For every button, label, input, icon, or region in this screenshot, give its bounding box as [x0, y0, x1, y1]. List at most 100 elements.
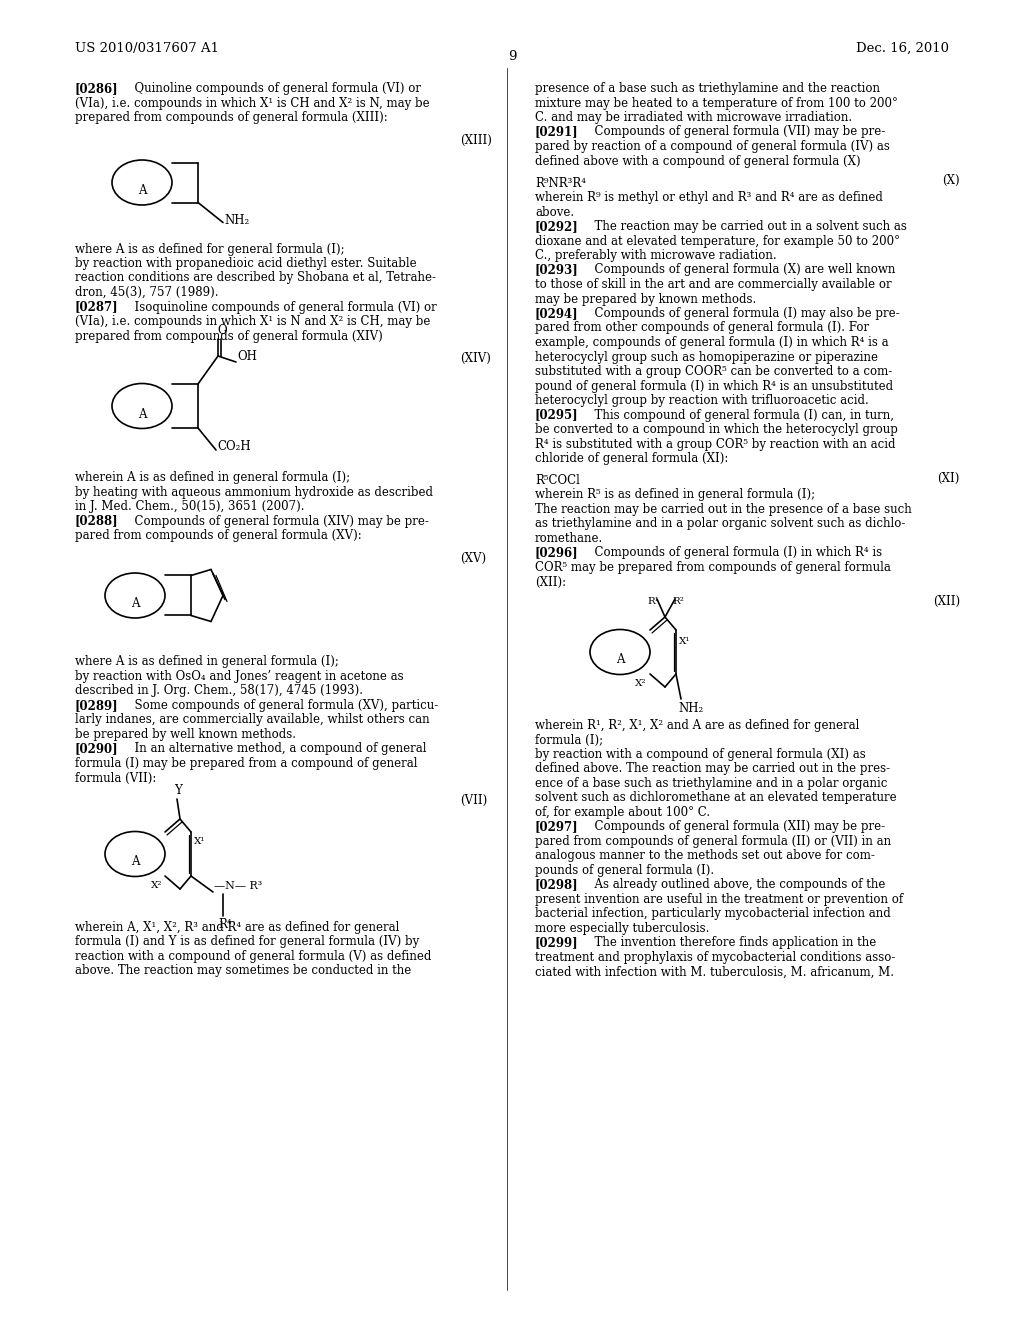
- Text: Compounds of general formula (I) in which R⁴ is: Compounds of general formula (I) in whic…: [587, 546, 882, 560]
- Text: (XI): (XI): [938, 471, 961, 484]
- Text: reaction conditions are described by Shobana et al, Tetrahe-: reaction conditions are described by Sho…: [75, 272, 436, 285]
- Text: dron, 45(3), 757 (1989).: dron, 45(3), 757 (1989).: [75, 286, 218, 300]
- Text: be converted to a compound in which the heterocyclyl group: be converted to a compound in which the …: [535, 422, 898, 436]
- Text: analogous manner to the methods set out above for com-: analogous manner to the methods set out …: [535, 850, 874, 862]
- Text: wherein R⁹ is methyl or ethyl and R³ and R⁴ are as defined: wherein R⁹ is methyl or ethyl and R³ and…: [535, 191, 883, 205]
- Text: [0291]: [0291]: [535, 125, 579, 139]
- Text: COR⁵ may be prepared from compounds of general formula: COR⁵ may be prepared from compounds of g…: [535, 561, 891, 574]
- Text: NH₂: NH₂: [224, 214, 249, 227]
- Text: dioxane and at elevated temperature, for example 50 to 200°: dioxane and at elevated temperature, for…: [535, 235, 900, 248]
- Text: R⁴: R⁴: [218, 917, 231, 931]
- Text: may be prepared by known methods.: may be prepared by known methods.: [535, 293, 757, 305]
- Text: above. The reaction may sometimes be conducted in the: above. The reaction may sometimes be con…: [75, 965, 412, 978]
- Text: by heating with aqueous ammonium hydroxide as described: by heating with aqueous ammonium hydroxi…: [75, 486, 433, 499]
- Text: As already outlined above, the compounds of the: As already outlined above, the compounds…: [587, 879, 886, 891]
- Text: [0298]: [0298]: [535, 879, 579, 891]
- Text: bacterial infection, particularly mycobacterial infection and: bacterial infection, particularly mycoba…: [535, 907, 891, 920]
- Text: A: A: [131, 597, 139, 610]
- Text: where A is as defined for general formula (I);: where A is as defined for general formul…: [75, 243, 345, 256]
- Text: in J. Med. Chem., 50(15), 3651 (2007).: in J. Med. Chem., 50(15), 3651 (2007).: [75, 500, 304, 513]
- Text: ciated with infection with M. tuberculosis, M. africanum, M.: ciated with infection with M. tuberculos…: [535, 965, 894, 978]
- Text: Compounds of general formula (X) are well known: Compounds of general formula (X) are wel…: [587, 264, 895, 276]
- Text: presence of a base such as triethylamine and the reaction: presence of a base such as triethylamine…: [535, 82, 880, 95]
- Text: by reaction with a compound of general formula (XI) as: by reaction with a compound of general f…: [535, 748, 865, 762]
- Text: [0287]: [0287]: [75, 301, 119, 314]
- Text: This compound of general formula (I) can, in turn,: This compound of general formula (I) can…: [587, 408, 894, 421]
- Text: prepared from compounds of general formula (XIII):: prepared from compounds of general formu…: [75, 111, 388, 124]
- Text: (VIa), i.e. compounds in which X¹ is CH and X² is N, may be: (VIa), i.e. compounds in which X¹ is CH …: [75, 96, 430, 110]
- Text: treatment and prophylaxis of mycobacterial conditions asso-: treatment and prophylaxis of mycobacteri…: [535, 950, 895, 964]
- Text: [0292]: [0292]: [535, 220, 579, 234]
- Text: [0293]: [0293]: [535, 264, 579, 276]
- Text: heterocyclyl group by reaction with trifluoroacetic acid.: heterocyclyl group by reaction with trif…: [535, 393, 868, 407]
- Text: substituted with a group COOR⁵ can be converted to a com-: substituted with a group COOR⁵ can be co…: [535, 366, 892, 378]
- Text: [0288]: [0288]: [75, 515, 119, 528]
- Text: ence of a base such as triethylamine and in a polar organic: ence of a base such as triethylamine and…: [535, 777, 888, 789]
- Text: Isoquinoline compounds of general formula (VI) or: Isoquinoline compounds of general formul…: [127, 301, 437, 314]
- Text: Compounds of general formula (XIV) may be pre-: Compounds of general formula (XIV) may b…: [127, 515, 429, 528]
- Text: OH: OH: [237, 350, 257, 363]
- Text: formula (I) and Y is as defined for general formula (IV) by: formula (I) and Y is as defined for gene…: [75, 936, 419, 949]
- Text: Dec. 16, 2010: Dec. 16, 2010: [856, 42, 949, 55]
- Text: [0299]: [0299]: [535, 936, 579, 949]
- Text: pared from compounds of general formula (XV):: pared from compounds of general formula …: [75, 529, 361, 543]
- Text: Some compounds of general formula (XV), particu-: Some compounds of general formula (XV), …: [127, 700, 438, 711]
- Text: R¹: R¹: [647, 597, 658, 606]
- Text: described in J. Org. Chem., 58(17), 4745 (1993).: described in J. Org. Chem., 58(17), 4745…: [75, 685, 362, 697]
- Text: The reaction may be carried out in the presence of a base such: The reaction may be carried out in the p…: [535, 503, 911, 516]
- Text: Compounds of general formula (XII) may be pre-: Compounds of general formula (XII) may b…: [587, 821, 885, 833]
- Text: The reaction may be carried out in a solvent such as: The reaction may be carried out in a sol…: [587, 220, 907, 234]
- Text: (XIII): (XIII): [460, 133, 492, 147]
- Text: NH₂: NH₂: [678, 702, 703, 715]
- Text: —N— R³: —N— R³: [214, 880, 262, 891]
- Text: solvent such as dichloromethane at an elevated temperature: solvent such as dichloromethane at an el…: [535, 792, 897, 804]
- Text: R⁴ is substituted with a group COR⁵ by reaction with an acid: R⁴ is substituted with a group COR⁵ by r…: [535, 437, 896, 450]
- Text: pared from compounds of general formula (II) or (VII) in an: pared from compounds of general formula …: [535, 836, 891, 847]
- Text: (X): (X): [942, 174, 961, 187]
- Text: [0290]: [0290]: [75, 742, 119, 755]
- Text: where A is as defined in general formula (I);: where A is as defined in general formula…: [75, 656, 339, 668]
- Text: chloride of general formula (XI):: chloride of general formula (XI):: [535, 451, 728, 465]
- Text: defined above with a compound of general formula (X): defined above with a compound of general…: [535, 154, 860, 168]
- Text: (XII):: (XII):: [535, 576, 566, 589]
- Text: R⁵COCl: R⁵COCl: [535, 474, 580, 487]
- Text: [0294]: [0294]: [535, 308, 579, 319]
- Text: formula (VII):: formula (VII):: [75, 771, 157, 784]
- Text: R²: R²: [672, 597, 684, 606]
- Text: of, for example about 100° C.: of, for example about 100° C.: [535, 807, 710, 818]
- Text: as triethylamine and in a polar organic solvent such as dichlo-: as triethylamine and in a polar organic …: [535, 517, 905, 531]
- Text: wherein R¹, R², X¹, X² and A are as defined for general: wherein R¹, R², X¹, X² and A are as defi…: [535, 719, 859, 733]
- Text: pounds of general formula (I).: pounds of general formula (I).: [535, 865, 714, 876]
- Text: prepared from compounds of general formula (XIV): prepared from compounds of general formu…: [75, 330, 383, 342]
- Text: be prepared by well known methods.: be prepared by well known methods.: [75, 729, 296, 741]
- Text: In an alternative method, a compound of general: In an alternative method, a compound of …: [127, 742, 427, 755]
- Text: A: A: [138, 408, 146, 421]
- Text: X²: X²: [151, 880, 163, 890]
- Text: [0286]: [0286]: [75, 82, 119, 95]
- Text: more especially tuberculosis.: more especially tuberculosis.: [535, 921, 710, 935]
- Text: wherein R⁵ is as defined in general formula (I);: wherein R⁵ is as defined in general form…: [535, 488, 815, 502]
- Text: 9: 9: [508, 50, 516, 63]
- Text: [0296]: [0296]: [535, 546, 579, 560]
- Text: (VII): (VII): [460, 795, 487, 807]
- Text: mixture may be heated to a temperature of from 100 to 200°: mixture may be heated to a temperature o…: [535, 96, 898, 110]
- Text: C. and may be irradiated with microwave irradiation.: C. and may be irradiated with microwave …: [535, 111, 852, 124]
- Text: romethane.: romethane.: [535, 532, 603, 545]
- Text: [0289]: [0289]: [75, 700, 119, 711]
- Text: (VIa), i.e. compounds in which X¹ is N and X² is CH, may be: (VIa), i.e. compounds in which X¹ is N a…: [75, 315, 430, 327]
- Text: example, compounds of general formula (I) in which R⁴ is a: example, compounds of general formula (I…: [535, 337, 889, 348]
- Text: A: A: [138, 183, 146, 197]
- Text: pared by reaction of a compound of general formula (IV) as: pared by reaction of a compound of gener…: [535, 140, 890, 153]
- Text: R⁹NR³R⁴: R⁹NR³R⁴: [535, 177, 586, 190]
- Text: defined above. The reaction may be carried out in the pres-: defined above. The reaction may be carri…: [535, 763, 890, 775]
- Text: O: O: [217, 323, 226, 337]
- Text: (XV): (XV): [460, 552, 486, 565]
- Text: to those of skill in the art and are commercially available or: to those of skill in the art and are com…: [535, 279, 892, 290]
- Text: US 2010/0317607 A1: US 2010/0317607 A1: [75, 42, 219, 55]
- Text: X¹: X¹: [194, 837, 206, 846]
- Text: by reaction with propanedioic acid diethyl ester. Suitable: by reaction with propanedioic acid dieth…: [75, 257, 417, 271]
- Text: above.: above.: [535, 206, 574, 219]
- Text: X²: X²: [635, 678, 646, 688]
- Text: CO₂H: CO₂H: [217, 440, 251, 453]
- Text: formula (I) may be prepared from a compound of general: formula (I) may be prepared from a compo…: [75, 756, 418, 770]
